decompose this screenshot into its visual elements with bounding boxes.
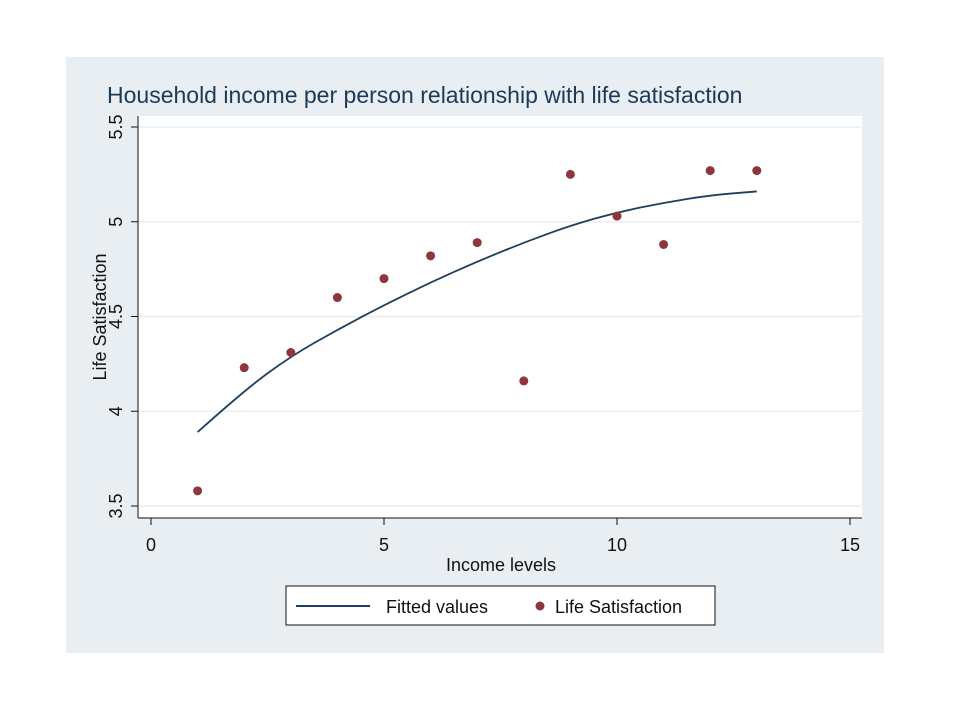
fitted-values-line	[196, 190, 757, 433]
data-point	[472, 238, 482, 248]
legend-fitted-label: Fitted values	[386, 597, 488, 617]
data-point	[332, 293, 342, 303]
x-tick-label: 0	[146, 535, 156, 555]
y-tick-label: 5.5	[106, 114, 126, 139]
data-point	[239, 363, 249, 373]
data-point	[379, 274, 389, 284]
x-tick-labels: 0 5 10 15	[146, 535, 860, 555]
fitted-line-group	[196, 190, 757, 433]
x-tick-label: 15	[840, 535, 860, 555]
data-point	[519, 376, 529, 386]
y-tick-label: 5	[106, 217, 126, 227]
data-point	[659, 239, 669, 249]
data-point	[565, 169, 575, 179]
axes	[131, 116, 862, 525]
y-tick-label: 3.5	[106, 493, 126, 518]
data-point	[426, 251, 436, 261]
y-axis-label: Life Satisfaction	[90, 253, 110, 380]
legend-point-swatch	[535, 601, 545, 611]
data-point	[286, 348, 296, 358]
legend-points-label: Life Satisfaction	[555, 597, 682, 617]
legend: Fitted values Life Satisfaction	[285, 585, 716, 626]
data-point	[752, 166, 762, 176]
x-tick-label: 10	[607, 535, 627, 555]
y-tick-labels: 3.5 4 4.5 5 5.5	[106, 114, 126, 518]
x-tick-label: 5	[379, 535, 389, 555]
y-tick-label: 4	[106, 406, 126, 416]
data-point	[612, 211, 622, 221]
y-tick-label: 4.5	[106, 304, 126, 329]
data-point	[193, 486, 203, 496]
scatter-points	[193, 166, 762, 496]
gridlines	[139, 126, 861, 507]
chart-title: Household income per person relationship…	[107, 82, 742, 108]
x-axis-label: Income levels	[446, 555, 556, 575]
data-point	[705, 166, 715, 176]
